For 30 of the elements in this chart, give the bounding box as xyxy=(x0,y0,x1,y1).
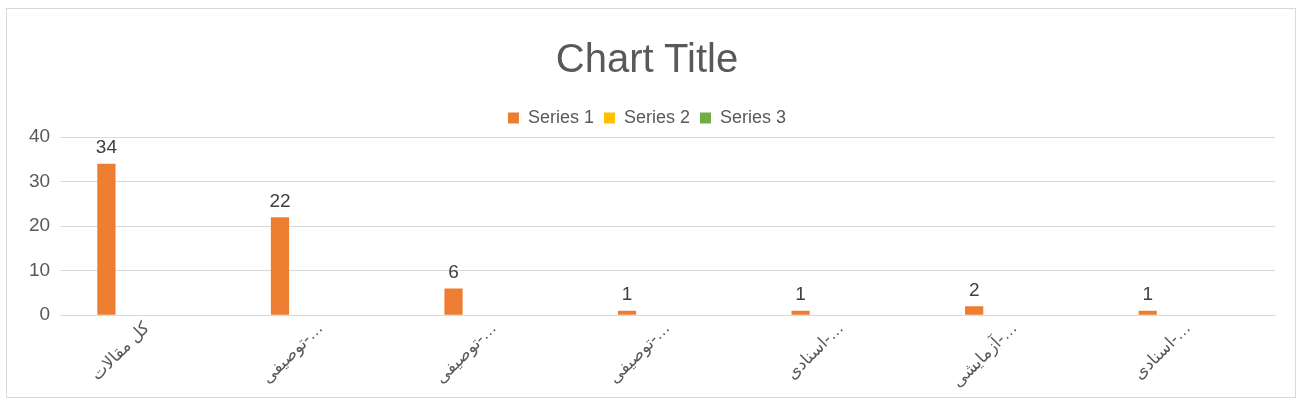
bar xyxy=(444,288,463,315)
bar xyxy=(965,306,984,315)
x-tick-label: توصیفی-… xyxy=(257,318,327,388)
bar xyxy=(617,310,637,315)
x-tick-label: اسنادی-… xyxy=(782,318,848,384)
data-label: 22 xyxy=(269,189,291,211)
bar xyxy=(97,163,116,315)
data-label: 1 xyxy=(795,283,806,305)
y-tick-label: 20 xyxy=(28,214,51,236)
legend-label: Series 3 xyxy=(720,106,787,127)
y-tick-label: 10 xyxy=(28,258,51,280)
data-label: 34 xyxy=(95,136,118,158)
y-tick-label: 30 xyxy=(28,169,51,191)
data-label: 1 xyxy=(621,283,633,305)
x-tick-label: اسنادی-… xyxy=(1129,318,1195,384)
x-tick-label: توصیفی-… xyxy=(604,318,674,388)
bar xyxy=(270,217,290,315)
legend-label: Series 2 xyxy=(623,106,691,127)
x-tick-label: کل مقالات xyxy=(87,317,154,385)
x-tick-label: آزمایشی-… xyxy=(946,316,1021,391)
chart-title: Chart Title xyxy=(555,36,739,81)
legend-label: Series 1 xyxy=(527,106,594,127)
bar xyxy=(1138,310,1157,315)
data-label: 6 xyxy=(448,261,459,283)
y-tick-label: 40 xyxy=(28,125,51,147)
x-tick-label: توصیفی-… xyxy=(431,318,501,388)
y-tick-label: 0 xyxy=(39,303,51,325)
data-label: 2 xyxy=(968,279,980,301)
bar xyxy=(791,310,810,315)
data-label: 1 xyxy=(1142,283,1154,305)
